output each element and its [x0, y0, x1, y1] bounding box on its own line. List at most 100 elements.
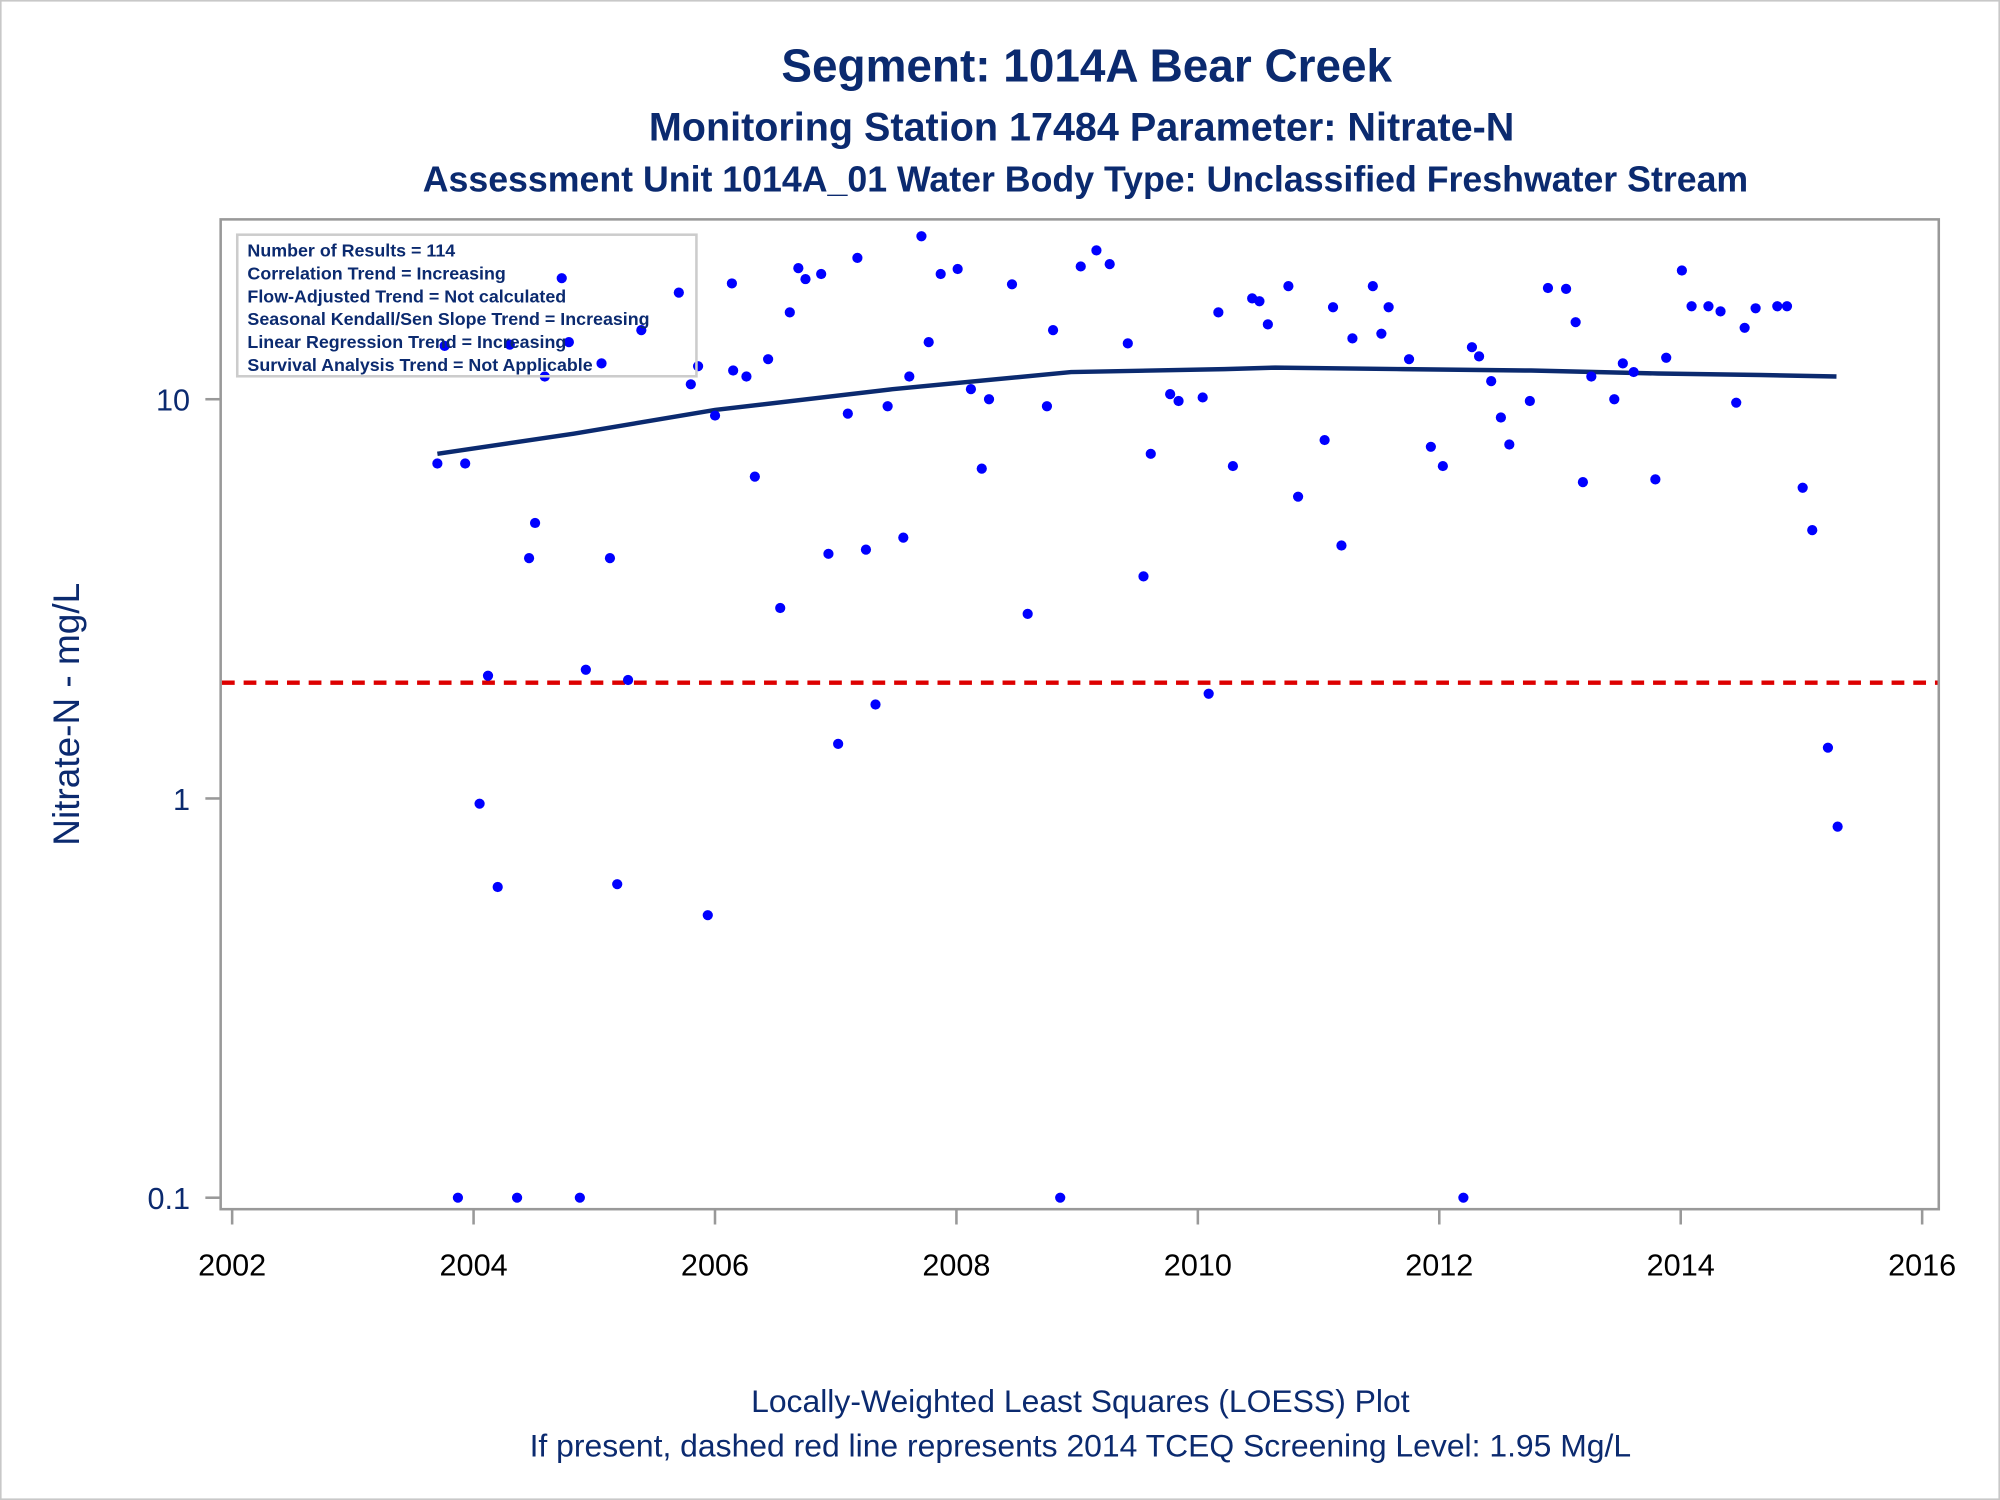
x-tick-label: 2002 — [198, 1249, 266, 1283]
data-point — [1609, 394, 1620, 405]
data-point — [1797, 482, 1808, 493]
footer-line-2: If present, dashed red line represents 2… — [530, 1428, 1632, 1464]
y-tick-label: 1 — [173, 783, 190, 817]
data-point — [1731, 397, 1742, 408]
data-point — [728, 365, 739, 376]
data-point — [1686, 301, 1697, 312]
data-point — [563, 336, 574, 348]
data-point — [965, 384, 977, 395]
x-tick-label: 2008 — [922, 1249, 990, 1283]
data-point — [741, 371, 752, 382]
data-point — [622, 674, 634, 686]
data-point — [882, 401, 893, 412]
legend-line: Flow-Adjusted Trend = Not calculated — [247, 286, 566, 306]
data-point — [1781, 301, 1793, 312]
data-point — [1055, 1192, 1066, 1203]
data-point — [474, 798, 485, 809]
data-point — [1047, 324, 1059, 336]
legend-line: Correlation Trend = Increasing — [247, 263, 505, 283]
legend-line: Number of Results = 114 — [247, 240, 455, 260]
x-tick-label: 2012 — [1405, 1249, 1473, 1283]
data-point — [1832, 821, 1843, 832]
data-point — [1822, 742, 1834, 753]
data-point — [935, 268, 946, 280]
data-point — [1091, 245, 1102, 256]
data-point — [898, 532, 909, 543]
data-point — [1661, 352, 1672, 363]
data-point — [504, 339, 515, 350]
legend-box: Number of Results = 114 Correlation Tren… — [235, 233, 698, 378]
y-axis-label: Nitrate-N - mg/L — [46, 583, 87, 846]
data-point — [833, 738, 844, 749]
data-point — [1560, 283, 1572, 295]
data-point — [1254, 296, 1265, 307]
chart-subtitle: Monitoring Station 17484 Parameter: Nitr… — [649, 105, 1514, 149]
x-tick-label: 2006 — [681, 1249, 749, 1283]
data-point — [482, 670, 494, 681]
data-point — [1104, 259, 1115, 270]
data-point — [1495, 412, 1506, 423]
data-point — [673, 287, 684, 298]
data-point — [1367, 280, 1378, 292]
data-point — [596, 358, 607, 369]
data-point — [556, 273, 567, 284]
data-point — [432, 458, 443, 469]
data-point — [523, 553, 535, 564]
data-point — [1173, 395, 1184, 407]
data-point — [1197, 392, 1208, 403]
data-point — [604, 553, 616, 564]
data-point — [1383, 302, 1394, 313]
data-point — [1524, 395, 1535, 407]
data-point — [1122, 338, 1133, 349]
data-point — [1650, 474, 1661, 485]
data-point — [702, 910, 713, 921]
data-point — [1075, 261, 1086, 272]
data-point — [923, 336, 934, 348]
data-point — [749, 471, 760, 482]
data-point — [1458, 1192, 1469, 1203]
data-point — [1138, 571, 1149, 582]
data-point — [1292, 491, 1304, 502]
x-tick-label: 2014 — [1647, 1249, 1715, 1283]
data-point — [1577, 477, 1589, 488]
data-point — [1425, 441, 1436, 452]
data-point — [492, 881, 503, 893]
data-point — [1227, 460, 1239, 472]
x-tick-label: 2004 — [440, 1249, 508, 1283]
data-point — [1617, 358, 1628, 369]
legend-line: Survival Analysis Trend = Not Applicable — [247, 355, 592, 375]
data-point — [439, 340, 450, 352]
data-point — [852, 252, 863, 264]
data-point — [709, 410, 721, 421]
data-point — [1437, 460, 1448, 472]
data-point — [1739, 322, 1750, 333]
data-point — [1319, 434, 1330, 446]
data-points — [432, 231, 1843, 1203]
data-point — [1473, 351, 1485, 362]
data-point — [460, 458, 471, 469]
data-point — [1570, 317, 1581, 328]
loess-curve — [437, 365, 1837, 457]
data-point — [784, 307, 795, 318]
data-point — [1041, 401, 1053, 412]
data-point — [726, 278, 737, 289]
data-point — [1165, 389, 1176, 400]
data-point — [1504, 439, 1515, 450]
data-point — [775, 602, 786, 614]
data-point — [1213, 307, 1224, 318]
data-point — [685, 379, 696, 390]
x-tick-label: 2016 — [1888, 1249, 1956, 1283]
data-point — [1676, 265, 1687, 276]
data-point — [763, 354, 774, 365]
data-point — [1203, 688, 1214, 699]
x-tick-label: 2010 — [1164, 1249, 1232, 1283]
data-point — [860, 544, 872, 555]
data-point — [1006, 279, 1018, 290]
data-point — [1347, 333, 1358, 344]
data-point — [1283, 280, 1294, 292]
data-point — [983, 394, 995, 405]
data-point — [1336, 540, 1347, 551]
axes: 2002 2004 2006 2008 2010 2012 2014 2016 0.1 1 10 — [147, 384, 1956, 1283]
chart-title: Segment: 1014A Bear Creek — [781, 40, 1392, 92]
